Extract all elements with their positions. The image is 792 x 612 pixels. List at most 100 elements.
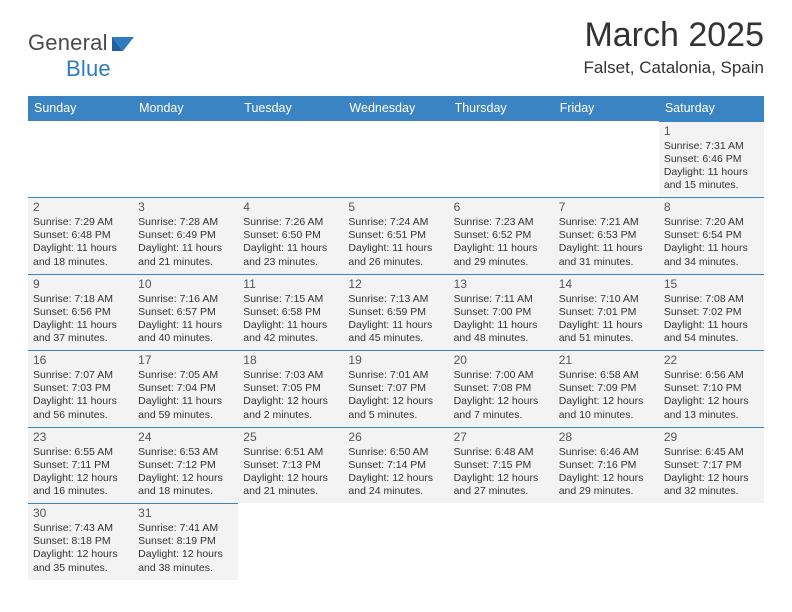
weekday-header-row: Sunday Monday Tuesday Wednesday Thursday… <box>28 96 764 121</box>
sunset-text: Sunset: 6:46 PM <box>664 153 759 166</box>
sunset-text: Sunset: 7:09 PM <box>559 382 654 395</box>
sunset-text: Sunset: 6:57 PM <box>138 306 233 319</box>
daylight-text: Daylight: 11 hours and 21 minutes. <box>138 242 233 268</box>
sunrise-text: Sunrise: 7:29 AM <box>33 216 128 229</box>
daylight-text: Daylight: 12 hours and 21 minutes. <box>243 472 338 498</box>
calendar-cell: 3Sunrise: 7:28 AMSunset: 6:49 PMDaylight… <box>133 197 238 274</box>
calendar-cell-blank <box>554 121 659 198</box>
calendar-cell: 27Sunrise: 6:48 AMSunset: 7:15 PMDayligh… <box>449 427 554 504</box>
sunset-text: Sunset: 7:03 PM <box>33 382 128 395</box>
sunrise-text: Sunrise: 6:53 AM <box>138 446 233 459</box>
sunrise-text: Sunrise: 7:13 AM <box>348 293 443 306</box>
sunset-text: Sunset: 7:17 PM <box>664 459 759 472</box>
sunrise-text: Sunrise: 7:23 AM <box>454 216 549 229</box>
calendar-cell: 21Sunrise: 6:58 AMSunset: 7:09 PMDayligh… <box>554 350 659 427</box>
logo: General <box>28 18 140 56</box>
sunrise-text: Sunrise: 6:50 AM <box>348 446 443 459</box>
daylight-text: Daylight: 11 hours and 45 minutes. <box>348 319 443 345</box>
day-number: 22 <box>664 353 759 368</box>
sunset-text: Sunset: 7:11 PM <box>33 459 128 472</box>
sunset-text: Sunset: 7:04 PM <box>138 382 233 395</box>
sunset-text: Sunset: 6:50 PM <box>243 229 338 242</box>
day-number: 9 <box>33 277 128 292</box>
sunrise-text: Sunrise: 7:03 AM <box>243 369 338 382</box>
daylight-text: Daylight: 12 hours and 7 minutes. <box>454 395 549 421</box>
daylight-text: Daylight: 12 hours and 16 minutes. <box>33 472 128 498</box>
weekday-header: Sunday <box>28 96 133 121</box>
day-number: 21 <box>559 353 654 368</box>
calendar-cell-blank <box>238 121 343 198</box>
calendar-cell: 13Sunrise: 7:11 AMSunset: 7:00 PMDayligh… <box>449 274 554 351</box>
day-number: 29 <box>664 430 759 445</box>
calendar-cell-blank <box>28 121 133 198</box>
day-number: 18 <box>243 353 338 368</box>
day-number: 11 <box>243 277 338 292</box>
daylight-text: Daylight: 12 hours and 32 minutes. <box>664 472 759 498</box>
day-number: 13 <box>454 277 549 292</box>
sunset-text: Sunset: 8:19 PM <box>138 535 233 548</box>
day-number: 3 <box>138 200 233 215</box>
day-number: 7 <box>559 200 654 215</box>
sunset-text: Sunset: 7:00 PM <box>454 306 549 319</box>
sunrise-text: Sunrise: 7:16 AM <box>138 293 233 306</box>
day-number: 8 <box>664 200 759 215</box>
sunset-text: Sunset: 6:48 PM <box>33 229 128 242</box>
sunrise-text: Sunrise: 6:56 AM <box>664 369 759 382</box>
sunset-text: Sunset: 7:10 PM <box>664 382 759 395</box>
weekday-header: Saturday <box>659 96 764 121</box>
daylight-text: Daylight: 11 hours and 26 minutes. <box>348 242 443 268</box>
sunset-text: Sunset: 7:02 PM <box>664 306 759 319</box>
calendar-page: General March 2025 Falset, Catalonia, Sp… <box>0 0 792 590</box>
sunrise-text: Sunrise: 7:05 AM <box>138 369 233 382</box>
day-number: 26 <box>348 430 443 445</box>
sunset-text: Sunset: 6:54 PM <box>664 229 759 242</box>
daylight-text: Daylight: 11 hours and 59 minutes. <box>138 395 233 421</box>
calendar-cell: 4Sunrise: 7:26 AMSunset: 6:50 PMDaylight… <box>238 197 343 274</box>
sunrise-text: Sunrise: 7:00 AM <box>454 369 549 382</box>
sunrise-text: Sunrise: 7:28 AM <box>138 216 233 229</box>
daylight-text: Daylight: 12 hours and 27 minutes. <box>454 472 549 498</box>
sunset-text: Sunset: 7:08 PM <box>454 382 549 395</box>
day-number: 25 <box>243 430 338 445</box>
calendar-cell: 7Sunrise: 7:21 AMSunset: 6:53 PMDaylight… <box>554 197 659 274</box>
calendar-cell: 20Sunrise: 7:00 AMSunset: 7:08 PMDayligh… <box>449 350 554 427</box>
sunrise-text: Sunrise: 7:11 AM <box>454 293 549 306</box>
sunrise-text: Sunrise: 7:41 AM <box>138 522 233 535</box>
logo-word-2: Blue <box>28 56 111 81</box>
calendar-cell-blank <box>659 503 764 580</box>
calendar-cell: 22Sunrise: 6:56 AMSunset: 7:10 PMDayligh… <box>659 350 764 427</box>
daylight-text: Daylight: 11 hours and 18 minutes. <box>33 242 128 268</box>
calendar-cell: 10Sunrise: 7:16 AMSunset: 6:57 PMDayligh… <box>133 274 238 351</box>
daylight-text: Daylight: 12 hours and 35 minutes. <box>33 548 128 574</box>
daylight-text: Daylight: 12 hours and 18 minutes. <box>138 472 233 498</box>
sunrise-text: Sunrise: 6:58 AM <box>559 369 654 382</box>
sunset-text: Sunset: 6:52 PM <box>454 229 549 242</box>
calendar-cell-blank <box>449 503 554 580</box>
daylight-text: Daylight: 11 hours and 23 minutes. <box>243 242 338 268</box>
calendar-cell: 14Sunrise: 7:10 AMSunset: 7:01 PMDayligh… <box>554 274 659 351</box>
day-number: 4 <box>243 200 338 215</box>
sunset-text: Sunset: 6:59 PM <box>348 306 443 319</box>
sunset-text: Sunset: 6:49 PM <box>138 229 233 242</box>
calendar-grid: 1Sunrise: 7:31 AMSunset: 6:46 PMDaylight… <box>28 121 764 580</box>
day-number: 15 <box>664 277 759 292</box>
day-number: 28 <box>559 430 654 445</box>
day-number: 1 <box>664 124 759 139</box>
daylight-text: Daylight: 11 hours and 29 minutes. <box>454 242 549 268</box>
weekday-header: Friday <box>554 96 659 121</box>
sunset-text: Sunset: 7:13 PM <box>243 459 338 472</box>
weekday-header: Thursday <box>449 96 554 121</box>
sunset-text: Sunset: 6:51 PM <box>348 229 443 242</box>
calendar-cell: 9Sunrise: 7:18 AMSunset: 6:56 PMDaylight… <box>28 274 133 351</box>
daylight-text: Daylight: 12 hours and 24 minutes. <box>348 472 443 498</box>
calendar-cell-blank <box>133 121 238 198</box>
logo-word-1: General <box>28 30 108 56</box>
calendar-cell: 6Sunrise: 7:23 AMSunset: 6:52 PMDaylight… <box>449 197 554 274</box>
day-number: 10 <box>138 277 233 292</box>
calendar-cell-blank <box>449 121 554 198</box>
day-number: 5 <box>348 200 443 215</box>
sunrise-text: Sunrise: 7:01 AM <box>348 369 443 382</box>
weekday-header: Wednesday <box>343 96 448 121</box>
sunset-text: Sunset: 8:18 PM <box>33 535 128 548</box>
daylight-text: Daylight: 11 hours and 48 minutes. <box>454 319 549 345</box>
